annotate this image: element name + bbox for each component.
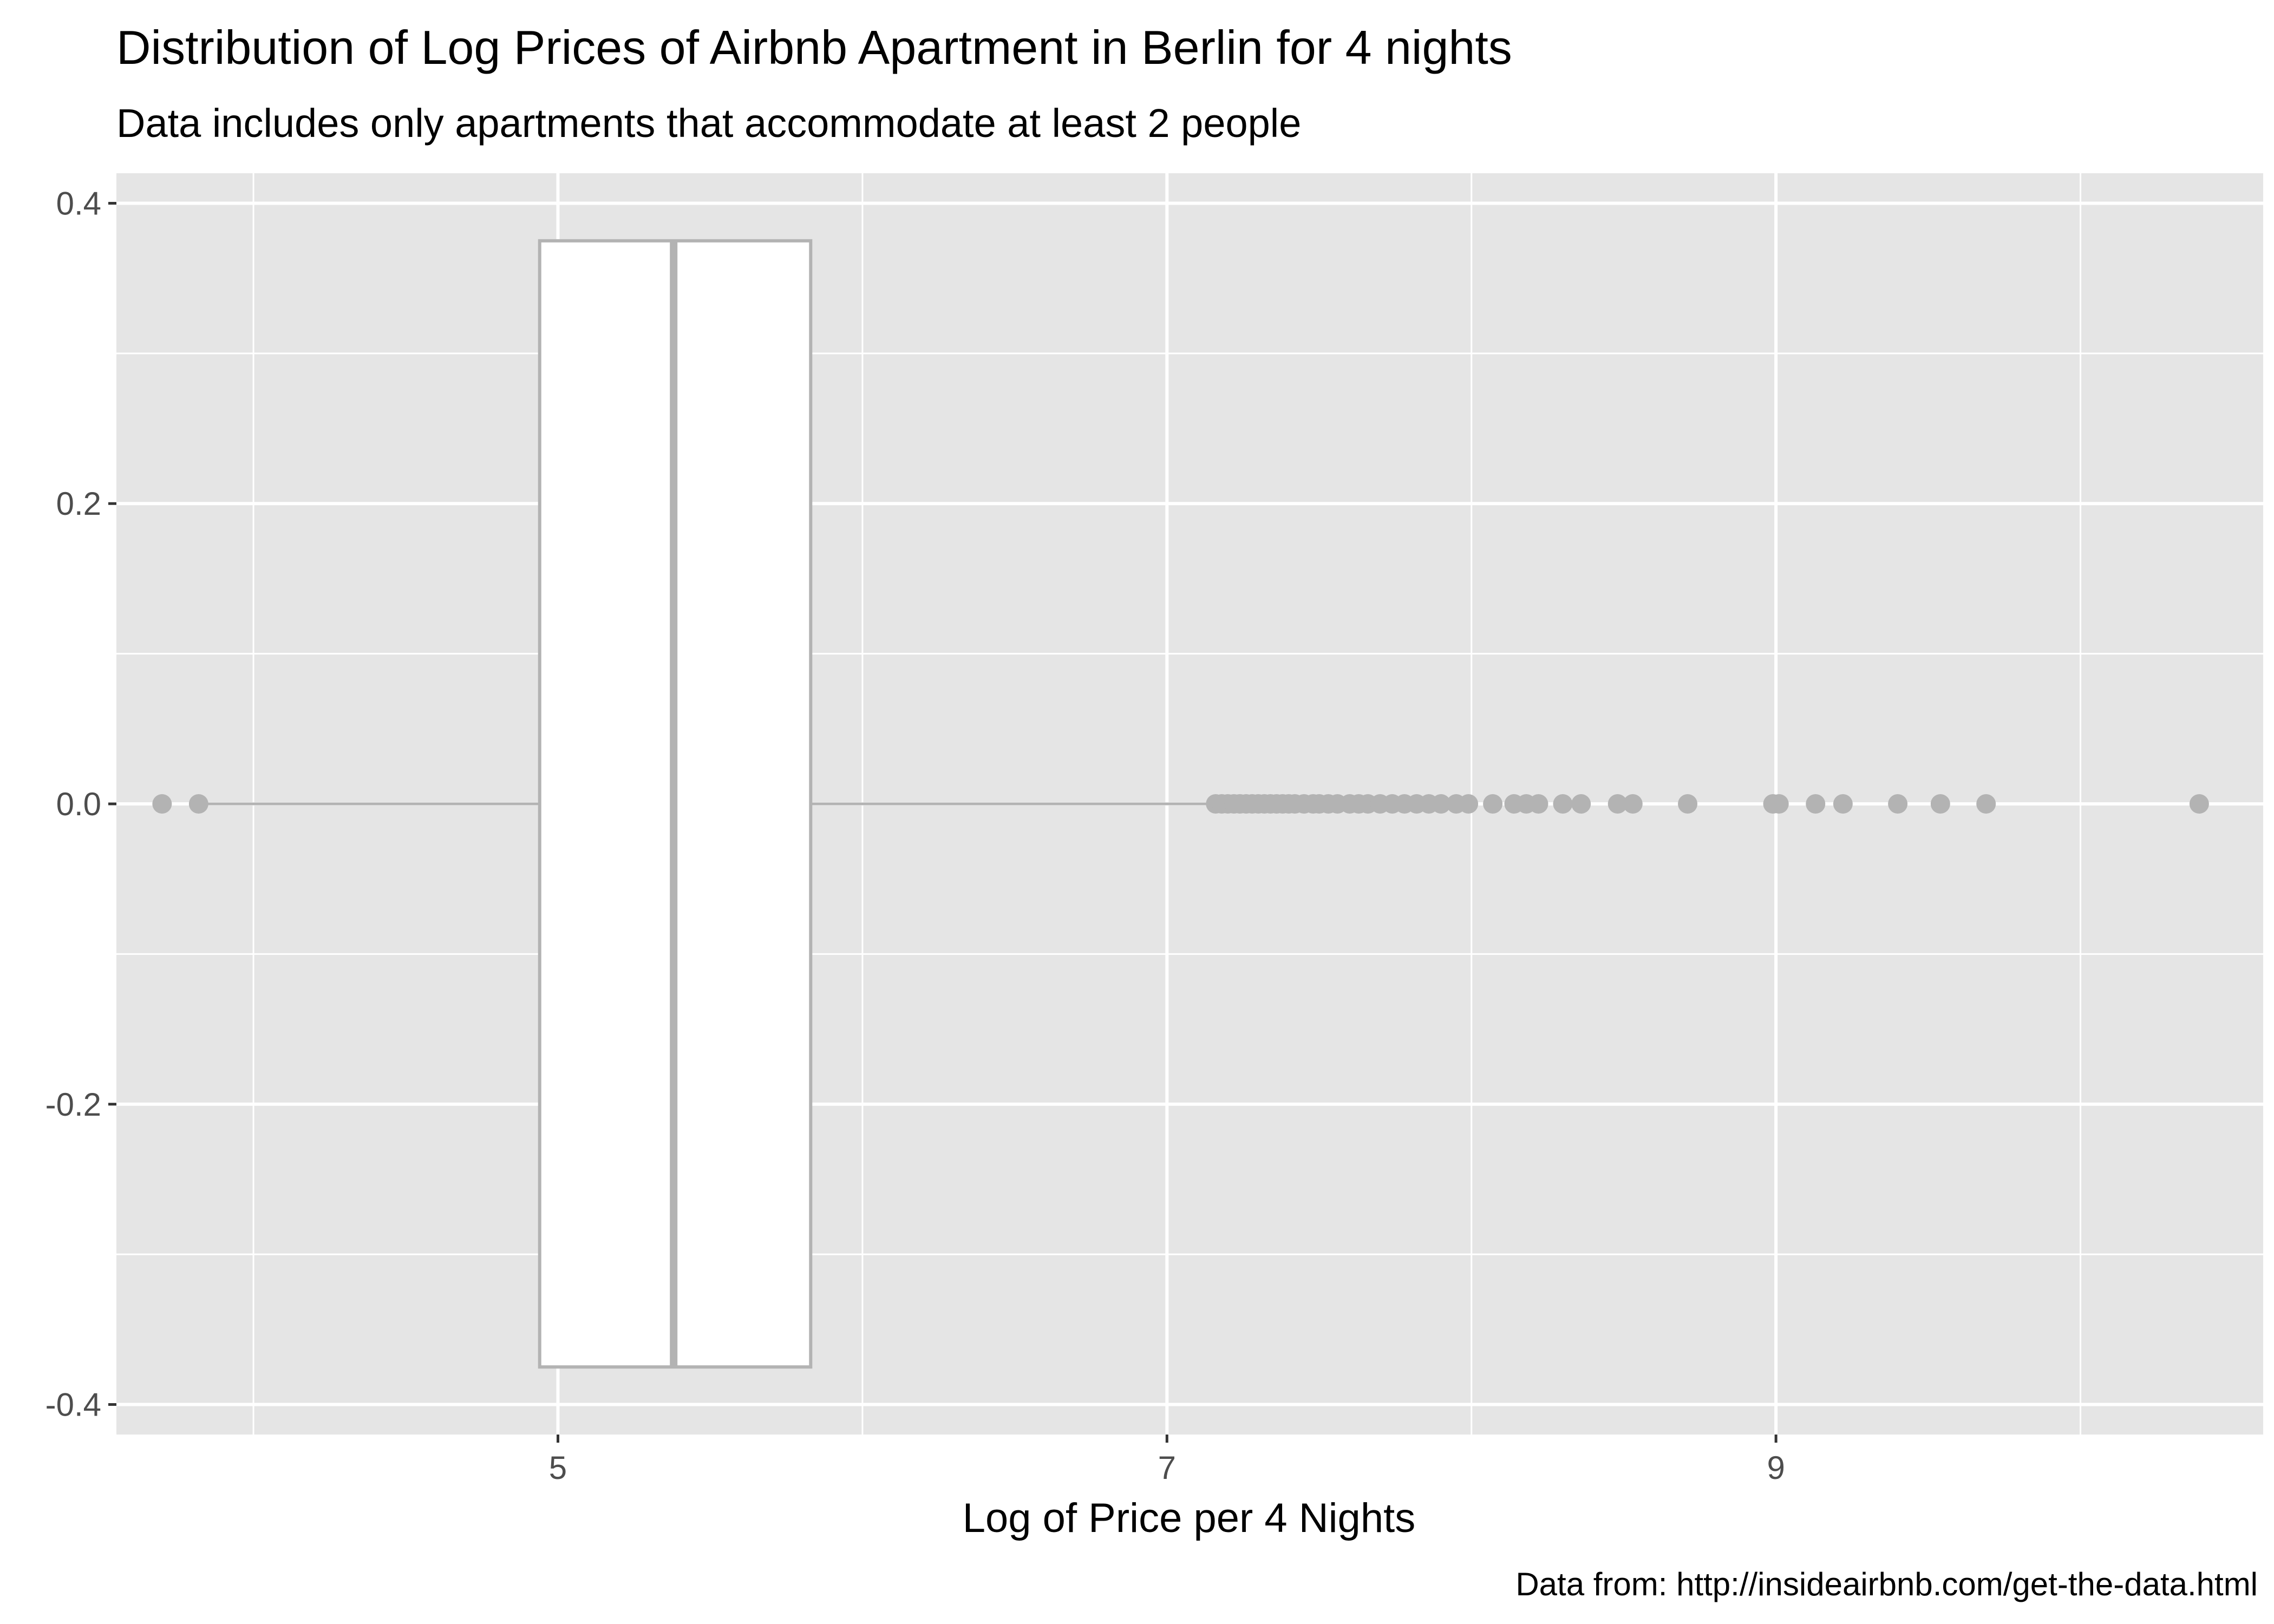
- y-tick-label: 0.0: [56, 786, 101, 822]
- x-tick-label: 5: [549, 1450, 567, 1486]
- outlier-point: [1833, 794, 1853, 814]
- outlier-point: [1553, 794, 1573, 814]
- outlier-point: [1806, 794, 1826, 814]
- y-tick-label: -0.2: [45, 1086, 101, 1123]
- x-axis-title: Log of Price per 4 Nights: [963, 1495, 1415, 1541]
- outlier-point: [1930, 794, 1950, 814]
- outlier-point: [1459, 794, 1479, 814]
- outlier-point: [1528, 794, 1548, 814]
- chart-subtitle: Data includes only apartments that accom…: [116, 101, 1301, 146]
- outlier-points: [152, 794, 2209, 814]
- outlier-point: [1769, 794, 1789, 814]
- outlier-point: [1483, 794, 1503, 814]
- x-tick-label: 7: [1158, 1450, 1176, 1486]
- outlier-point: [1571, 794, 1591, 814]
- x-axis: 5 7 9: [549, 1435, 1785, 1486]
- outlier-point: [152, 794, 172, 814]
- chart-caption: Data from: http://insideairbnb.com/get-t…: [1515, 1566, 2258, 1602]
- x-tick-label: 9: [1767, 1450, 1785, 1486]
- outlier-point: [188, 794, 208, 814]
- y-tick-label: -0.4: [45, 1387, 101, 1423]
- y-axis: -0.4 -0.2 0.0 0.2 0.4: [45, 185, 116, 1423]
- boxplot: [198, 239, 1210, 1369]
- y-tick-label: 0.4: [56, 185, 101, 221]
- outlier-point: [1678, 794, 1698, 814]
- y-tick-label: 0.2: [56, 486, 101, 522]
- outlier-point: [1431, 794, 1451, 814]
- outlier-point: [1623, 794, 1643, 814]
- outlier-point: [1888, 794, 1908, 814]
- outlier-point: [1976, 794, 1996, 814]
- outlier-point: [2189, 794, 2209, 814]
- outlier-point: [1608, 794, 1628, 814]
- chart-title: Distribution of Log Prices of Airbnb Apa…: [116, 21, 1512, 74]
